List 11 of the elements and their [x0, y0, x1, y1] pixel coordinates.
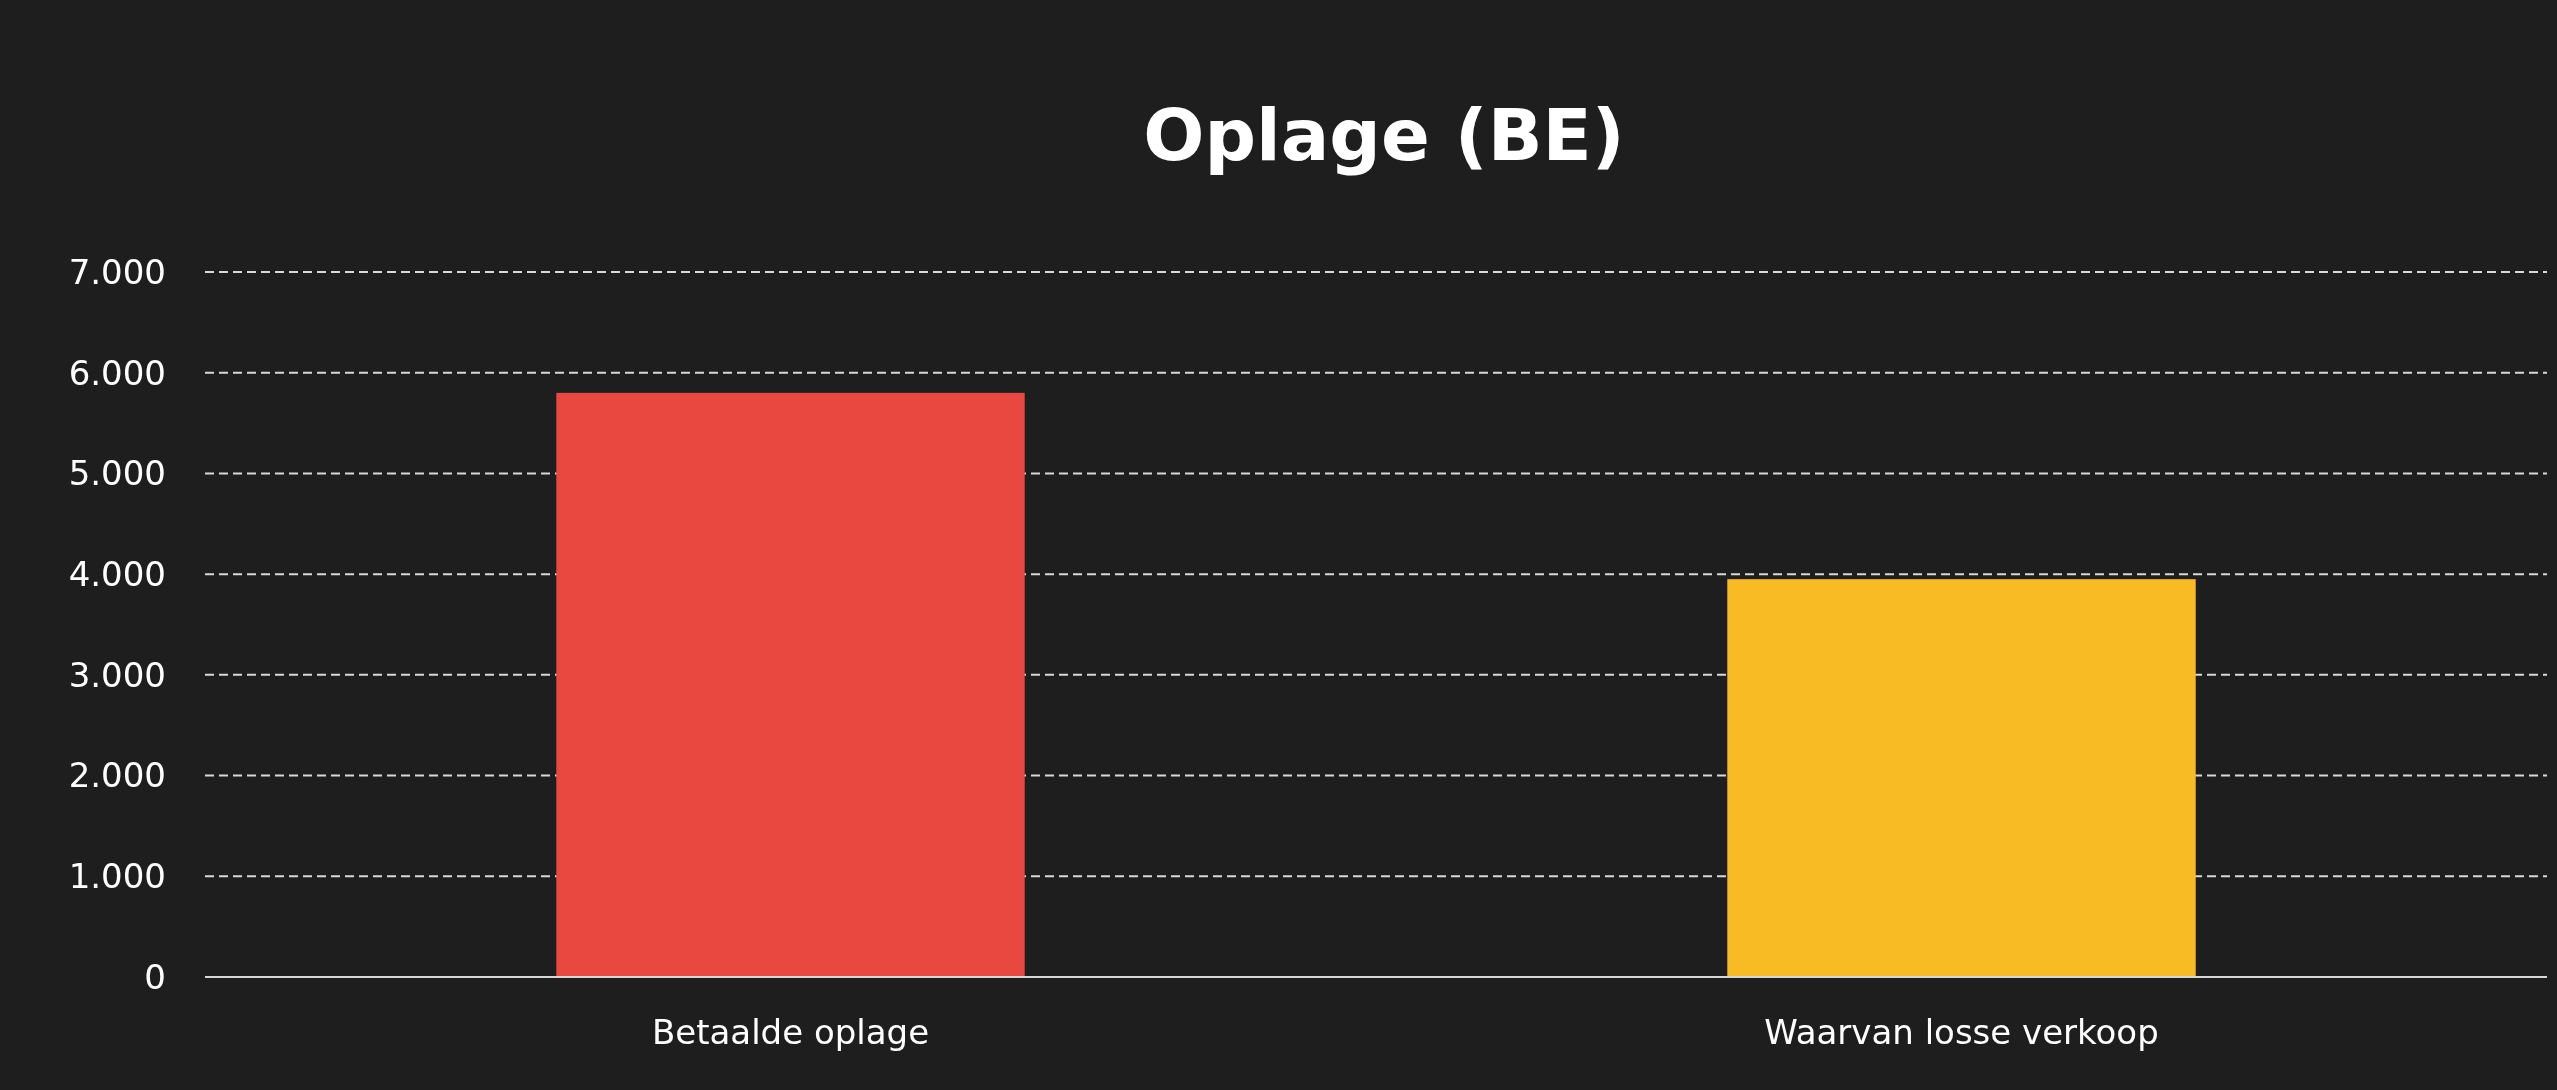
y-tick-label: 6.000	[68, 352, 166, 393]
y-tick-label: 0	[144, 956, 166, 997]
y-tick-label: 2.000	[68, 755, 166, 796]
x-tick-label: Betaalde oplage	[651, 1012, 930, 1052]
chart-title: Oplage (BE)	[1143, 93, 1625, 177]
y-tick-label: 7.000	[68, 251, 166, 292]
y-tick-label: 5.000	[68, 453, 166, 494]
y-tick-label: 1.000	[68, 856, 166, 897]
x-tick-label: Waarvan losse verkoop	[1764, 1012, 2159, 1052]
y-tick-label: 4.000	[68, 554, 166, 595]
y-tick-label: 3.000	[68, 654, 166, 695]
